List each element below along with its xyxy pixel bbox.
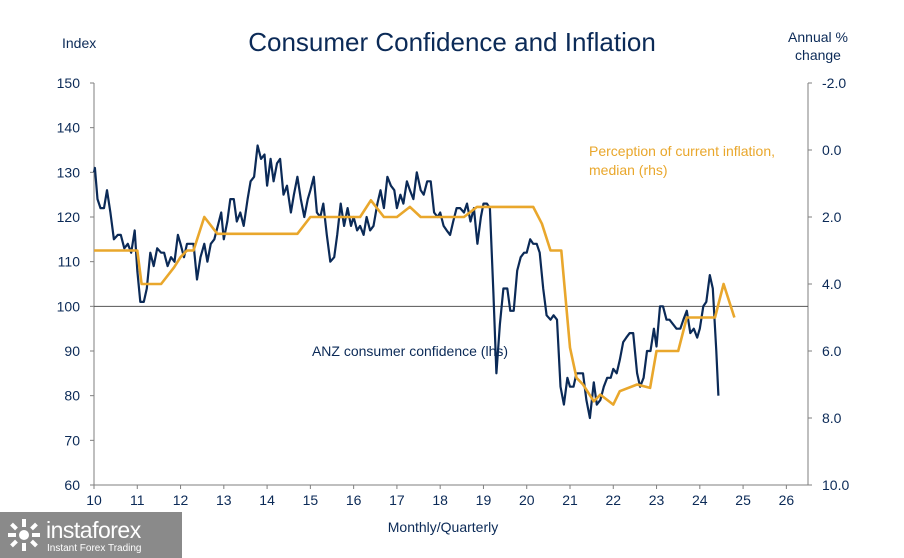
instaforex-logo-icon	[8, 519, 40, 551]
left-y-tick-label: 100	[57, 298, 81, 314]
x-tick-label: 19	[476, 492, 492, 508]
x-tick-label: 10	[86, 492, 102, 508]
left-y-tick-label: 60	[64, 477, 80, 493]
left-y-tick-label: 110	[58, 254, 81, 270]
right-axis-unit-line1: Annual %	[788, 29, 848, 45]
right-axis-unit-line2: change	[795, 47, 841, 63]
right-y-tick-label: 4.0	[822, 276, 842, 292]
watermark-name: instaforex	[46, 517, 141, 543]
left-y-tick-label: 120	[57, 209, 81, 225]
right-y-tick-label: 6.0	[822, 343, 842, 359]
x-tick-label: 12	[173, 492, 189, 508]
watermark: instaforex Instant Forex Trading	[0, 512, 182, 558]
x-tick-label: 21	[562, 492, 578, 508]
x-tick-label: 14	[259, 492, 275, 508]
watermark-tagline: Instant Forex Trading	[47, 543, 142, 554]
x-tick-label: 25	[735, 492, 751, 508]
left-y-tick-label: 70	[64, 432, 80, 448]
x-tick-label: 13	[216, 492, 232, 508]
right-y-tick-label: 10.0	[822, 477, 849, 493]
x-tick-label: 23	[649, 492, 665, 508]
x-axis-label: Monthly/Quarterly	[387, 519, 499, 535]
left-axis-unit-label: Index	[62, 35, 97, 51]
right-y-tick-label: -2.0	[822, 75, 846, 91]
inflation-series-line	[94, 199, 736, 406]
x-tick-label: 15	[303, 492, 319, 508]
x-tick-label: 26	[779, 492, 795, 508]
x-tick-label: 24	[692, 492, 708, 508]
inflation-series-label-line1: Perception of current inflation,	[589, 143, 775, 159]
chart-title: Consumer Confidence and Inflation	[248, 27, 656, 57]
x-tick-label: 16	[346, 492, 362, 508]
confidence-series-line	[92, 144, 720, 420]
right-y-tick-label: 8.0	[822, 410, 842, 426]
inflation-series-label-line2: median (rhs)	[589, 162, 668, 178]
right-axis-unit-label: Annual % change	[768, 28, 868, 64]
left-y-tick-label: 80	[64, 388, 80, 404]
left-y-tick-label: 150	[57, 75, 81, 91]
right-y-tick-label: 2.0	[822, 209, 842, 225]
left-y-tick-label: 140	[57, 120, 81, 136]
confidence-series-label: ANZ consumer confidence (lhs)	[312, 343, 508, 359]
left-y-tick-label: 90	[64, 343, 80, 359]
x-tick-label: 20	[519, 492, 535, 508]
x-tick-label: 11	[130, 492, 145, 508]
x-tick-label: 18	[432, 492, 448, 508]
left-y-tick-label: 130	[57, 164, 81, 180]
x-tick-label: 17	[389, 492, 405, 508]
right-y-tick-label: 0.0	[822, 142, 842, 158]
x-tick-label: 22	[605, 492, 621, 508]
